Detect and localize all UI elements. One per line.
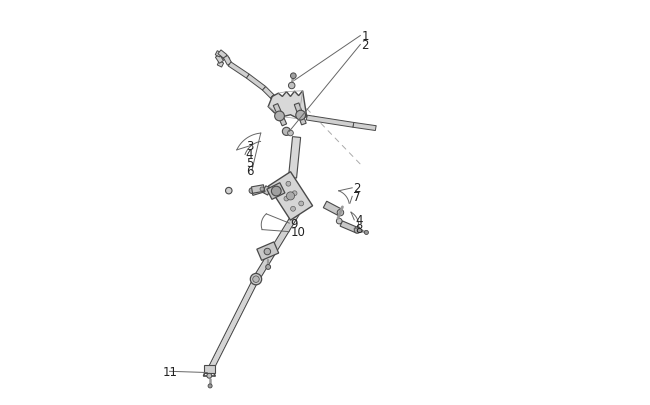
Circle shape: [282, 128, 291, 136]
Polygon shape: [263, 87, 274, 99]
Polygon shape: [353, 123, 376, 131]
Circle shape: [253, 276, 259, 283]
Polygon shape: [270, 96, 278, 104]
Text: 10: 10: [291, 226, 306, 239]
Circle shape: [264, 249, 270, 255]
Text: 1: 1: [361, 30, 369, 43]
Polygon shape: [257, 242, 279, 261]
Circle shape: [226, 188, 232, 194]
Circle shape: [207, 373, 212, 378]
Polygon shape: [254, 205, 302, 281]
Circle shape: [284, 197, 289, 202]
Polygon shape: [207, 278, 259, 373]
Text: 3: 3: [246, 139, 254, 152]
Polygon shape: [217, 62, 224, 68]
Circle shape: [337, 210, 344, 216]
Circle shape: [287, 192, 294, 200]
Circle shape: [288, 131, 293, 136]
Polygon shape: [203, 365, 215, 373]
Text: 5: 5: [246, 156, 254, 169]
Circle shape: [275, 112, 285, 122]
Circle shape: [299, 202, 304, 207]
Polygon shape: [215, 55, 224, 64]
Circle shape: [365, 231, 369, 235]
Text: 11: 11: [162, 365, 177, 378]
Polygon shape: [306, 116, 354, 128]
Circle shape: [278, 187, 283, 192]
Circle shape: [292, 191, 297, 196]
Circle shape: [260, 188, 264, 192]
Polygon shape: [252, 185, 265, 194]
Circle shape: [266, 265, 270, 270]
Text: 2: 2: [354, 182, 361, 195]
Text: 6: 6: [246, 164, 254, 177]
Polygon shape: [289, 137, 300, 179]
Circle shape: [296, 111, 306, 121]
Polygon shape: [268, 172, 313, 221]
Text: 9: 9: [291, 217, 298, 230]
Text: 8: 8: [356, 222, 363, 235]
Circle shape: [336, 219, 342, 224]
Circle shape: [354, 227, 361, 234]
Circle shape: [250, 274, 262, 285]
Circle shape: [249, 188, 255, 194]
Circle shape: [286, 182, 291, 187]
Polygon shape: [263, 186, 271, 196]
Polygon shape: [246, 75, 266, 91]
Polygon shape: [273, 104, 287, 126]
Circle shape: [272, 187, 281, 196]
Circle shape: [289, 83, 295, 90]
Text: 4: 4: [356, 214, 363, 227]
Polygon shape: [268, 92, 307, 119]
Circle shape: [208, 384, 212, 388]
Circle shape: [291, 207, 296, 212]
Polygon shape: [251, 186, 265, 196]
Text: 2: 2: [361, 39, 369, 52]
Text: 4: 4: [246, 148, 254, 161]
Polygon shape: [267, 183, 285, 200]
Polygon shape: [218, 51, 227, 60]
Polygon shape: [207, 279, 258, 373]
Polygon shape: [228, 63, 249, 79]
Polygon shape: [323, 202, 342, 216]
Polygon shape: [340, 222, 359, 233]
Text: 7: 7: [354, 190, 361, 203]
Polygon shape: [254, 205, 304, 281]
Polygon shape: [294, 104, 306, 126]
Polygon shape: [215, 51, 222, 58]
Polygon shape: [224, 56, 231, 66]
Circle shape: [291, 74, 296, 79]
